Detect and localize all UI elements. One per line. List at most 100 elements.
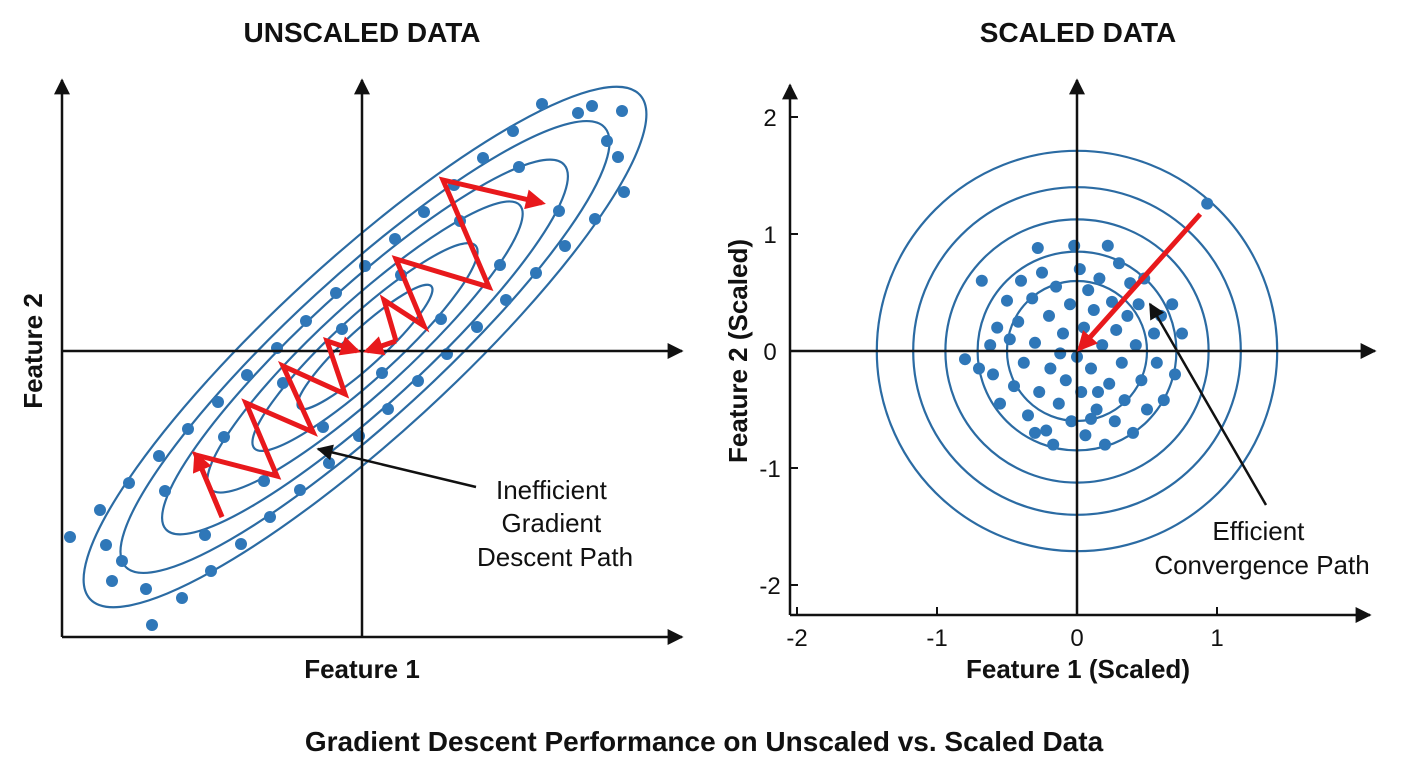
contour-ellipse [206, 200, 524, 494]
data-point [264, 511, 276, 523]
data-point [382, 403, 394, 415]
data-point [586, 100, 598, 112]
data-point [123, 477, 135, 489]
data-point [1001, 294, 1013, 307]
data-point [513, 161, 525, 173]
data-point [536, 98, 548, 110]
data-point [317, 421, 329, 433]
scaled-ticks: -2 -1 0 1 2 1 0 -1 -2 [759, 105, 1223, 652]
data-point [1068, 239, 1081, 252]
data-point [300, 315, 312, 327]
data-point [994, 397, 1006, 410]
data-point [277, 377, 289, 389]
inefficient-annotation: Inefficient Gradient Descent Path [477, 475, 633, 572]
data-point [330, 287, 342, 299]
anno-line: Descent Path [477, 542, 633, 572]
data-point [182, 423, 194, 435]
y-tick-label: 2 [763, 105, 776, 132]
data-point [500, 294, 512, 306]
data-point [1029, 336, 1041, 349]
gradient-step-path [379, 176, 546, 342]
data-point [1036, 266, 1048, 279]
data-point [1113, 257, 1125, 270]
data-point [616, 105, 628, 117]
data-point [1201, 197, 1214, 210]
data-point [1166, 298, 1179, 311]
data-point [612, 151, 624, 163]
data-point [984, 339, 997, 352]
data-point [1026, 292, 1039, 305]
data-point [1040, 424, 1053, 437]
data-point [1017, 356, 1030, 369]
data-point [1012, 315, 1025, 328]
data-point [1157, 394, 1170, 407]
data-point [389, 233, 401, 245]
data-point [1078, 321, 1090, 334]
data-point [1015, 274, 1027, 287]
data-point [987, 368, 999, 381]
data-point [1150, 356, 1163, 369]
data-point [412, 375, 424, 387]
data-point [601, 135, 613, 147]
data-point [323, 457, 335, 469]
data-point [1054, 347, 1067, 360]
data-point [1090, 403, 1103, 416]
data-point [959, 353, 971, 366]
data-point [1121, 309, 1134, 322]
data-point [1047, 438, 1060, 451]
data-point [1050, 280, 1062, 293]
data-point [64, 531, 76, 543]
data-point [199, 529, 211, 541]
data-point [1176, 327, 1188, 340]
data-point [106, 575, 118, 587]
scaled-x-label: Feature 1 (Scaled) [966, 654, 1190, 684]
data-point [94, 504, 106, 516]
data-point [218, 431, 230, 443]
data-point [1064, 298, 1076, 311]
inefficient-annotation-arrow [316, 444, 477, 489]
data-point [973, 362, 985, 375]
gradient-step-path [191, 336, 361, 518]
y-tick-label: -2 [759, 573, 780, 600]
unscaled-title: UNSCALED DATA [244, 17, 481, 48]
data-point [1043, 309, 1055, 322]
data-point [153, 450, 165, 462]
data-point [494, 259, 506, 271]
data-point [1135, 374, 1148, 387]
data-point [235, 538, 247, 550]
data-point [975, 274, 988, 287]
data-point [1059, 374, 1072, 387]
anno-line: Inefficient [496, 475, 608, 505]
data-point [1108, 415, 1121, 428]
data-point [1033, 385, 1046, 398]
data-point [1110, 323, 1123, 336]
data-point [991, 321, 1004, 334]
unscaled-x-label: Feature 1 [304, 654, 420, 684]
gradient-step-arrow [192, 451, 225, 518]
data-point [1008, 380, 1020, 393]
scaled-panel: SCALED DATA -2 -1 0 1 2 1 0 -1 -2 Efficient Conv… [723, 17, 1377, 684]
data-point [336, 323, 348, 335]
data-point [1099, 438, 1111, 451]
y-tick-label: 1 [763, 222, 776, 249]
unscaled-panel: UNSCALED DATA Inefficient Gradient Desce… [18, 17, 684, 684]
data-point [1118, 394, 1131, 407]
data-point [1031, 242, 1044, 255]
data-point [1115, 356, 1128, 369]
data-point [1093, 272, 1106, 285]
data-point [176, 592, 188, 604]
data-point [376, 367, 388, 379]
data-point [572, 107, 584, 119]
figure-caption: Gradient Descent Performance on Unscaled… [305, 726, 1104, 757]
data-point [618, 186, 630, 198]
data-point [159, 485, 171, 497]
contour-ellipse [296, 283, 434, 411]
data-point [1082, 284, 1095, 297]
data-point [146, 619, 158, 631]
data-point [1085, 412, 1097, 425]
data-point [1129, 339, 1142, 352]
contour-ellipse [82, 85, 648, 609]
inefficient-gradient-path [191, 176, 546, 518]
y-tick-label: 0 [763, 339, 776, 366]
